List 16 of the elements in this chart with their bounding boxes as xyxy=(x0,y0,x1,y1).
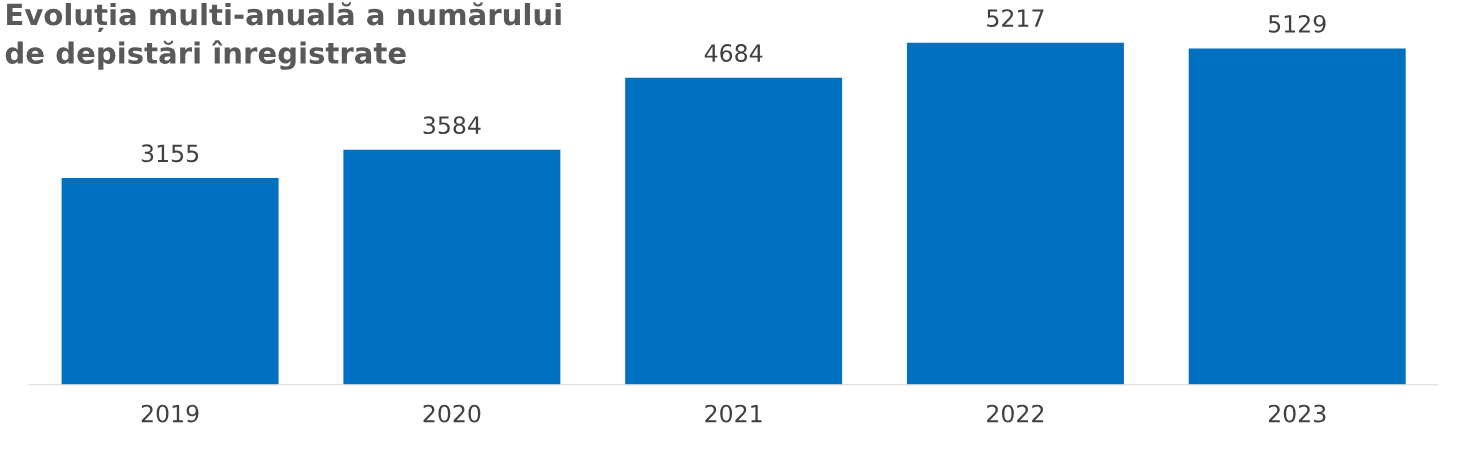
x-tick-label: 2022 xyxy=(987,404,1044,423)
data-label: 3155 xyxy=(141,144,199,163)
x-tick-label: 2021 xyxy=(705,404,762,423)
x-tick-label: 2020 xyxy=(423,404,481,423)
bar xyxy=(625,77,843,385)
data-label: 4684 xyxy=(704,44,763,62)
bar xyxy=(343,149,561,385)
bar xyxy=(61,177,279,385)
data-label: 5217 xyxy=(987,9,1044,28)
chart-title: Evoluția multi-anuală a numărului de depistări înregistrate xyxy=(5,2,561,70)
x-tick-label: 2019 xyxy=(141,404,199,423)
bar xyxy=(906,42,1124,385)
data-label: 5129 xyxy=(1268,14,1326,33)
x-tick-label: 2023 xyxy=(1268,404,1326,423)
bar xyxy=(1188,48,1406,385)
data-label: 3584 xyxy=(423,116,481,135)
